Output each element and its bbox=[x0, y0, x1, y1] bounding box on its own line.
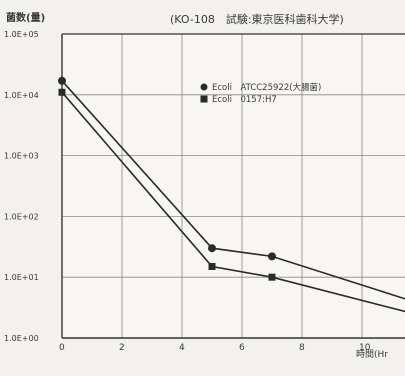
y-tick-label: 1.0E+05 bbox=[4, 30, 39, 39]
data-point-1-2 bbox=[268, 252, 276, 261]
y-tick-label: 1.0E+01 bbox=[4, 273, 39, 282]
plot-area bbox=[62, 34, 405, 338]
series-group bbox=[58, 76, 405, 313]
x-tick-label: 10 bbox=[359, 343, 371, 353]
legend: Ecoli ATCC25922(大腸菌) Ecoli 0157:H7 bbox=[200, 82, 321, 105]
y-tick-label: 1.0E+04 bbox=[4, 91, 39, 100]
x-tick-label: 8 bbox=[299, 343, 305, 353]
x-axis-label: 時間(Hr bbox=[356, 349, 388, 360]
y-tick-label: 1.0E+03 bbox=[4, 152, 39, 161]
data-point-1-1 bbox=[208, 244, 216, 253]
y-tick-label: 1.0E+02 bbox=[4, 212, 39, 221]
legend-marker-1 bbox=[200, 83, 208, 91]
y-tick-label: 1.0E+00 bbox=[4, 334, 39, 343]
series-line-1 bbox=[61, 80, 405, 300]
x-tick-label: 2 bbox=[119, 343, 125, 353]
legend-label-2: Ecoli 0157:H7 bbox=[212, 95, 277, 105]
grid-lines bbox=[61, 33, 405, 339]
x-tick-label: 6 bbox=[239, 343, 245, 353]
legend-label-1: Ecoli ATCC25922(大腸菌) bbox=[212, 82, 321, 93]
data-point-2-1 bbox=[208, 262, 216, 270]
data-point-2-2 bbox=[268, 273, 276, 281]
x-tick-label: 0 bbox=[59, 343, 65, 353]
legend-marker-2 bbox=[200, 95, 208, 103]
data-point-1-0 bbox=[58, 76, 66, 85]
axes: 1.0E+00 1.0E+01 1.0E+02 1.0E+03 1.0E+04 1.0E+… bbox=[4, 30, 405, 353]
x-tick-label: 4 bbox=[179, 343, 185, 353]
data-point-2-0 bbox=[58, 88, 66, 96]
series-line-2 bbox=[61, 91, 405, 313]
y-axis-label: 菌数(量) bbox=[6, 11, 45, 24]
chart-title: (KO-108 試験:東京医科歯科大学) bbox=[170, 12, 344, 26]
